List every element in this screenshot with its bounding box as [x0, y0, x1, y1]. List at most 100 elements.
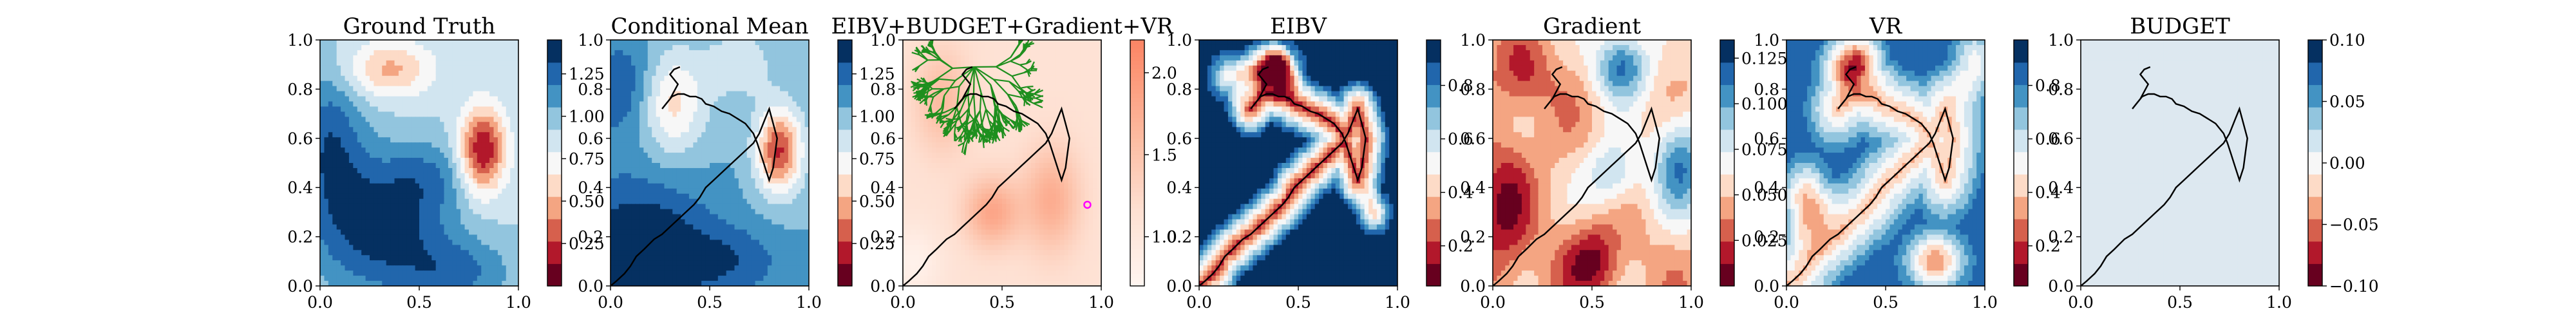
- y-tick-label: 0.6: [1166, 129, 1192, 148]
- colorbar-tick-label: 1.0: [1151, 228, 1177, 247]
- subplot-2: Conditional Mean 0.0 0.5 1.0 0.0 0.2 0.4 0.6 0.8…: [578, 14, 895, 312]
- y-tick-label: 0.4: [1754, 178, 1779, 197]
- subplot-title: Conditional Mean: [611, 14, 809, 39]
- colorbar: 1.0 1.5 2.0: [1130, 39, 1177, 287]
- y-tick-label: 0.4: [870, 178, 896, 197]
- colorbar-tick-label: 0.50: [569, 192, 605, 211]
- y-tick-label: 0.8: [1754, 80, 1779, 99]
- x-tick-label: 0.5: [989, 293, 1015, 312]
- x-tick-label: 0.5: [1579, 293, 1605, 312]
- y-tick-label: 0.2: [287, 228, 313, 247]
- colorbar-tick-label: 1.25: [859, 65, 895, 84]
- y-tick-label: 0.2: [2048, 228, 2074, 247]
- heatmap: [1493, 40, 1691, 286]
- y-tick-label: 0.4: [578, 178, 603, 197]
- colorbar-tick-label: 0.4: [2035, 184, 2061, 202]
- planned-path: [611, 66, 778, 286]
- planned-path: [1493, 66, 1660, 286]
- y-tick-label: 0.0: [1754, 277, 1779, 296]
- y-tick-label: 1.0: [1166, 31, 1192, 50]
- y-tick-label: 0.6: [2048, 129, 2074, 148]
- colorbar-tick-label: 0.125: [1741, 49, 1788, 68]
- y-tick-label: 0.4: [1166, 178, 1192, 197]
- colorbar-tick-label: 0.00: [2329, 154, 2365, 173]
- x-tick-label: 0.0: [598, 293, 623, 312]
- y-tick-label: 0.2: [1166, 228, 1192, 247]
- y-tick-label: 0.8: [2048, 80, 2074, 99]
- heatmap: [1199, 40, 1397, 286]
- subplot-title: EIBV: [1270, 14, 1327, 39]
- x-tick-label: 1.0: [1385, 293, 1410, 312]
- heatmap: [320, 40, 518, 286]
- y-tick-label: 0.4: [287, 178, 313, 197]
- y-tick-label: 0.6: [1754, 129, 1779, 148]
- colorbar-tick-label: 0.075: [1741, 140, 1788, 159]
- y-tick-label: 0.4: [1460, 178, 1486, 197]
- y-tick-label: 0.6: [1460, 129, 1486, 148]
- colorbar-tick-label: 0.6: [2035, 130, 2061, 149]
- colorbar-tick-label: 1.25: [569, 65, 605, 84]
- colorbar-tick-label: 1.00: [569, 108, 605, 126]
- colorbar-tick-label: 0.050: [1741, 186, 1788, 205]
- y-tick-label: 0.8: [578, 80, 603, 99]
- y-tick-label: 0.0: [578, 277, 603, 296]
- y-tick-label: 0.0: [2048, 277, 2074, 296]
- y-tick-label: 0.2: [870, 228, 896, 247]
- colorbar-tick-label: 1.5: [1151, 146, 1177, 164]
- y-tick-label: 0.8: [1460, 80, 1486, 99]
- x-tick-label: 0.0: [307, 293, 333, 312]
- subplot-3: EIBV+BUDGET+Gradient+VR0.0 0.5 1.00.00.20.…: [831, 14, 1177, 312]
- y-tick-label: 1.0: [1460, 31, 1486, 50]
- subplot-title: BUDGET: [2130, 14, 2230, 39]
- subplot-title: VR: [1869, 14, 1903, 39]
- y-tick-label: 0.8: [287, 80, 313, 99]
- colorbar-tick-label: 0.25: [569, 234, 605, 253]
- y-tick-label: 1.0: [287, 31, 313, 50]
- x-tick-label: 0.0: [890, 293, 916, 312]
- heatmap: [903, 40, 1101, 286]
- colorbar-tick-label: 0.50: [859, 192, 895, 211]
- planned-path: [2081, 66, 2248, 286]
- colorbar-tick-label: 0.025: [1741, 231, 1788, 250]
- x-tick-label: 0.0: [1774, 293, 1799, 312]
- colorbar: 0.2 0.4 0.6 0.8: [1426, 39, 1473, 287]
- heatmap: [611, 40, 809, 286]
- y-tick-label: 0.6: [287, 129, 313, 148]
- heatmap: [1786, 40, 1985, 286]
- subplot-4: EIBV 0.0 0.5 1.0 0.0 0.2 0.4 0.6 0.8 1.0 0.2 0.4 0.6…: [1166, 14, 1473, 312]
- colorbar-tick-label: 0.6: [1448, 130, 1473, 149]
- colorbar-tick-label: 0.05: [2329, 93, 2365, 111]
- y-tick-label: 0.2: [578, 228, 603, 247]
- colorbar-tick-label: 0.2: [2035, 237, 2061, 256]
- target-marker: [1083, 200, 1092, 209]
- x-tick-label: 1.0: [796, 293, 822, 312]
- x-tick-label: 0.5: [697, 293, 723, 312]
- colorbar-tick-label: 1.00: [859, 108, 895, 126]
- x-tick-label: 1.0: [506, 293, 531, 312]
- planned-path: [903, 66, 1070, 286]
- colorbar-tick-label: 0.8: [2035, 77, 2061, 95]
- x-tick-label: 0.0: [1186, 293, 1212, 312]
- x-tick-label: 0.5: [1873, 293, 1899, 312]
- subplot-title: Ground Truth: [343, 14, 496, 39]
- colorbar-tick-label: 0.75: [569, 149, 605, 168]
- y-tick-label: 1.0: [1754, 31, 1779, 50]
- colorbar-tick-label: −0.10: [2329, 277, 2379, 296]
- colorbar-tick-label: 0.100: [1741, 95, 1788, 113]
- colorbar-tick-label: 0.4: [1448, 184, 1473, 202]
- x-tick-label: 1.0: [1972, 293, 1998, 312]
- y-tick-label: 1.0: [578, 31, 603, 50]
- colorbar: 0.25 0.50 0.75 1.00 1.25: [547, 39, 605, 287]
- x-tick-label: 0.0: [2068, 293, 2094, 312]
- colorbar: 0.025 0.050 0.075 0.100 0.125: [1719, 39, 1788, 287]
- y-tick-label: 1.0: [870, 31, 896, 50]
- y-tick-label: 0.6: [870, 129, 896, 148]
- y-tick-label: 0.0: [870, 277, 896, 296]
- colorbar-tick-label: 0.8: [1448, 77, 1473, 95]
- planned-path: [1199, 66, 1367, 286]
- colorbar: 0.2 0.4 0.6 0.8: [2013, 39, 2061, 287]
- colorbar-tick-label: 0.2: [1448, 237, 1473, 256]
